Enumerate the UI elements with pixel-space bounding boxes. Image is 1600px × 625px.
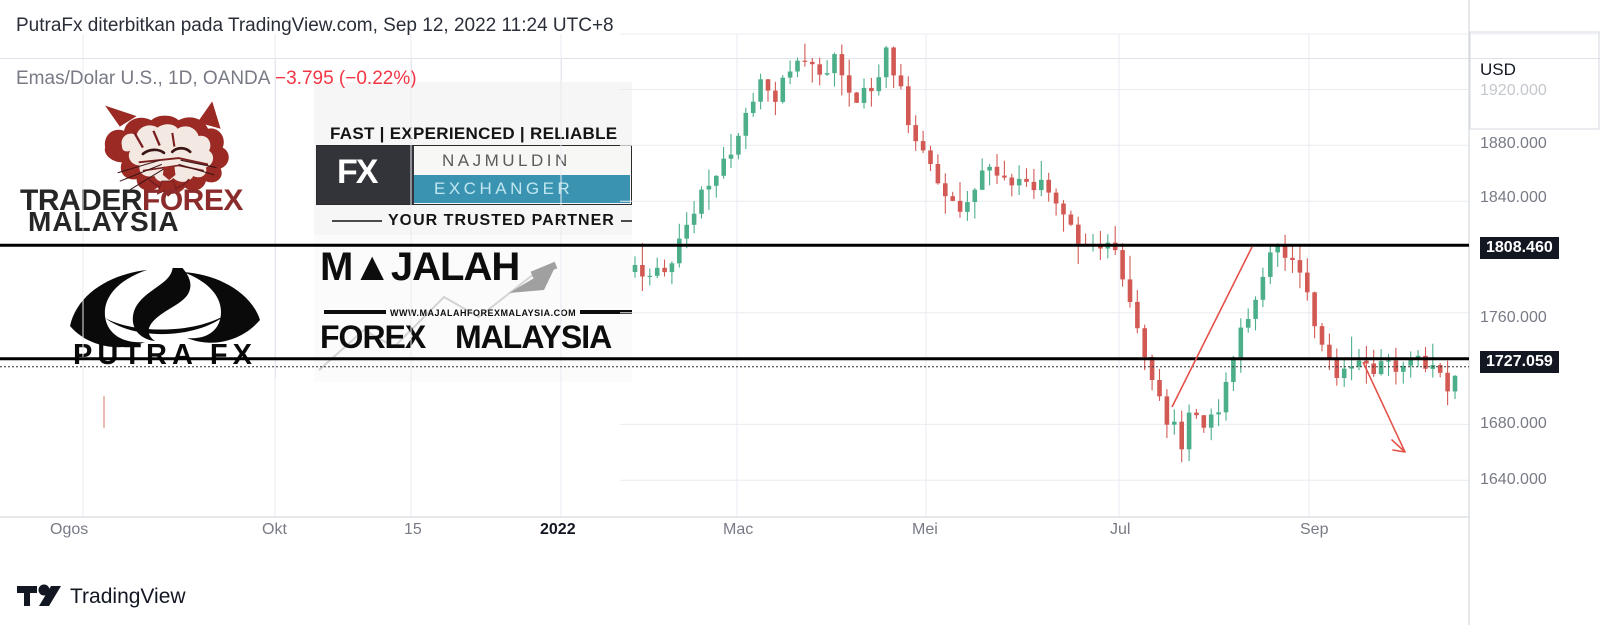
svg-text:TradingView: TradingView (70, 585, 186, 608)
